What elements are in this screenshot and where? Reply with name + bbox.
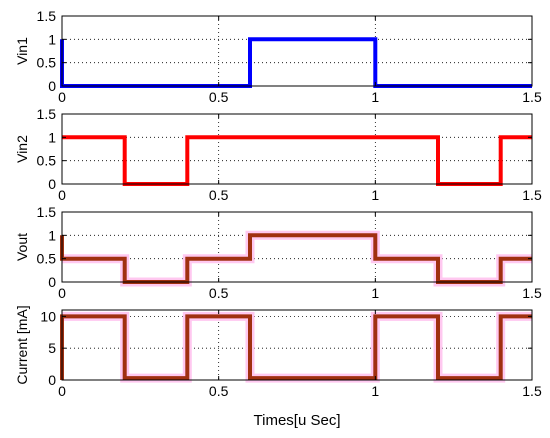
x-tick-label: 0: [58, 383, 66, 399]
x-tick-label: 1.5: [522, 383, 542, 399]
y-tick-label: 0: [48, 274, 56, 290]
x-tick-label: 0: [58, 285, 66, 301]
series-line-1: [60, 314, 532, 381]
y-axis-label: Vin2: [14, 135, 30, 163]
y-tick-label: 0: [48, 372, 56, 388]
y-axis-label: Vin1: [14, 37, 30, 65]
x-tick-label: 1.5: [522, 89, 542, 105]
x-tick-label: 1: [371, 89, 379, 105]
y-tick-label: 1: [48, 129, 56, 145]
axes-frame: [61, 113, 533, 185]
axes-frame: [61, 15, 533, 87]
series-line-0: [62, 135, 532, 186]
y-tick-label: 1.5: [37, 204, 57, 220]
y-tick-label: 0: [48, 78, 56, 94]
y-tick-label: 0: [48, 176, 56, 192]
y-tick-label: 1.5: [37, 8, 57, 24]
x-axis-label: Times[u Sec]: [254, 412, 341, 429]
y-tick-label: 0.5: [37, 251, 57, 267]
x-tick-label: 0.5: [209, 89, 229, 105]
y-tick-label: 1: [48, 31, 56, 47]
y-axis-label: Current [mA]: [14, 305, 30, 384]
y-tick-label: 1: [48, 227, 56, 243]
x-tick-label: 0.5: [209, 285, 229, 301]
panel-2: 0 0.5 1 1.5 0 0.5 1 1.5 Vout: [14, 204, 542, 301]
y-tick-label: 1.5: [37, 106, 57, 122]
panel-0: 0 0.5 1 1.5 0 0.5 1 1.5 Vin1: [14, 8, 542, 105]
y-axis-label: Vout: [14, 233, 30, 261]
axes-frame: [61, 211, 533, 283]
plot-area: [62, 114, 532, 184]
plot-area: [62, 16, 532, 86]
panel-1: 0 0.5 1 1.5 0 0.5 1 1.5 Vin2: [14, 106, 542, 203]
x-tick-label: 1: [371, 285, 379, 301]
x-tick-label: 0: [58, 187, 66, 203]
x-tick-label: 1: [371, 383, 379, 399]
plot-area: [62, 212, 532, 282]
x-tick-label: 0.5: [209, 187, 229, 203]
axes-frame: [61, 309, 533, 381]
x-tick-label: 0.5: [209, 383, 229, 399]
panel-3: 0 5 10 0 0.5 1 1.5 Current [mA]: [14, 305, 542, 399]
y-tick-label: 0.5: [37, 55, 57, 71]
y-tick-label: 0.5: [37, 153, 57, 169]
plot-area: [62, 310, 532, 380]
x-tick-label: 0: [58, 89, 66, 105]
y-tick-label: 10: [40, 308, 56, 324]
x-tick-label: 1: [371, 187, 379, 203]
x-tick-label: 1.5: [522, 285, 542, 301]
x-tick-label: 1.5: [522, 187, 542, 203]
y-tick-label: 5: [48, 340, 56, 356]
